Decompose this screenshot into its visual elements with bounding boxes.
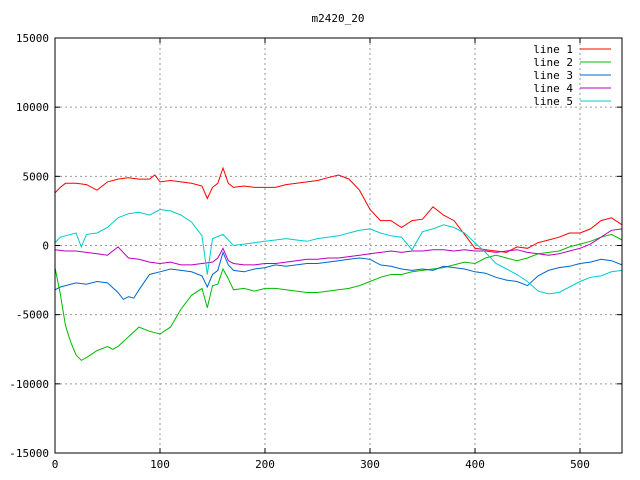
legend-label: line 4 [533,82,573,95]
y-tick-label: 15000 [16,32,49,45]
x-tick-label: 300 [360,458,380,471]
axis-ticks: 0 100 200 300 400 500 -15000 -10000 -5000 0 5000 10… [9,32,622,471]
x-tick-label: 500 [570,458,590,471]
y-tick-label: -15000 [9,447,49,460]
series-line-1 [54,166,623,253]
series-line-3 [54,250,623,301]
series-group [54,166,623,361]
chart-title: m2420_20 [312,12,365,25]
y-tick-label: -5000 [16,309,49,322]
legend-label: line 5 [533,95,573,108]
series-line-5 [54,208,623,295]
series-line-2 [54,233,623,361]
x-tick-label: 200 [255,458,275,471]
legend-label: line 2 [533,56,573,69]
series-line-4 [54,228,623,266]
legend-label: line 1 [533,43,573,56]
y-tick-label: -10000 [9,378,49,391]
plot-frame [54,37,623,454]
grid [55,38,622,453]
y-tick-label: 0 [42,240,49,253]
x-tick-label: 400 [465,458,485,471]
y-tick-label: 10000 [16,101,49,114]
x-tick-label: 0 [52,458,59,471]
x-tick-label: 100 [150,458,170,471]
legend-label: line 3 [533,69,573,82]
y-tick-label: 5000 [23,170,50,183]
